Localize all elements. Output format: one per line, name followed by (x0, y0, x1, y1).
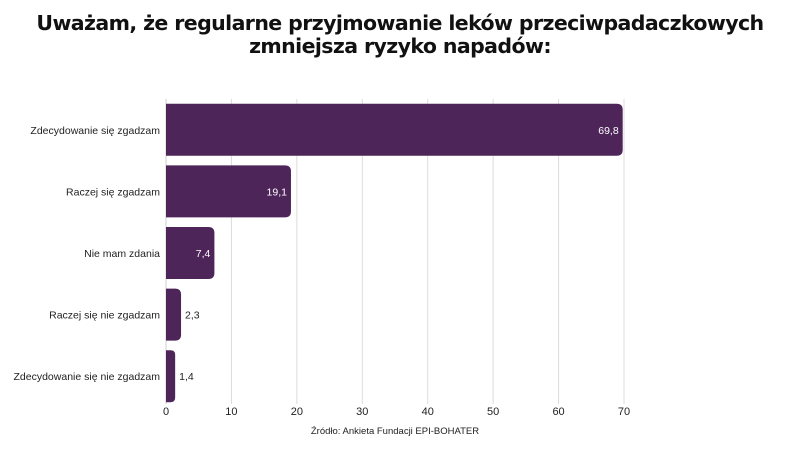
bar (166, 103, 623, 156)
source-note: Źródło: Ankieta Fundacji EPI-BOHATER (311, 426, 479, 437)
x-tick-label: 70 (618, 406, 630, 418)
x-tick-label: 20 (291, 406, 303, 418)
x-tick-label: 30 (356, 406, 368, 418)
x-tick-label: 10 (225, 406, 237, 418)
x-tick-label: 50 (487, 406, 499, 418)
x-tick-label: 60 (552, 406, 564, 418)
category-label: Nie mam zdania (84, 248, 160, 260)
x-tick-label: 0 (163, 406, 169, 418)
data-label: 19,1 (267, 186, 288, 198)
data-label: 69,8 (598, 125, 619, 137)
category-label: Zdecydowanie się nie zgadzam (14, 371, 161, 383)
chart-title-line-2: zmniejsza ryzyko napadów: (249, 34, 551, 58)
x-tick-label: 40 (422, 406, 434, 418)
bar (166, 227, 215, 279)
data-label: 1,4 (179, 371, 194, 383)
bar (166, 288, 182, 341)
chart-title: Uważam, że regularne przyjmowanie leków … (0, 12, 800, 58)
chart-title-line-1: Uważam, że regularne przyjmowanie leków … (36, 11, 764, 35)
bar (166, 350, 176, 403)
data-label: 2,3 (185, 310, 200, 322)
category-label: Zdecydowanie się zgadzam (30, 125, 160, 137)
data-label: 7,4 (196, 248, 211, 260)
category-label: Raczej się nie zgadzam (49, 310, 160, 322)
category-label: Raczej się zgadzam (66, 186, 160, 198)
bar (166, 165, 291, 218)
